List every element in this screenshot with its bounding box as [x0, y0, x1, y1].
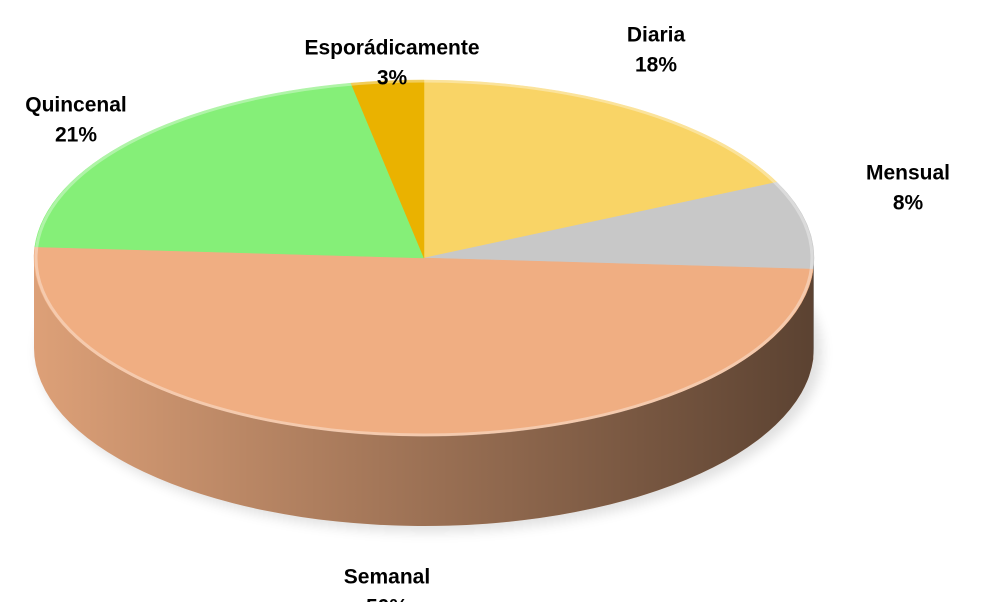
slice-label: Esporádicamente — [304, 37, 479, 60]
slice-value-label: 50% — [366, 596, 408, 602]
slice — [350, 79, 425, 259]
slice-label: Diaria — [627, 24, 686, 47]
side-shade — [34, 258, 814, 526]
slice-value-label: 21% — [55, 124, 97, 147]
rim-highlight — [34, 79, 814, 437]
slice-label: Mensual — [866, 162, 950, 185]
slice-value-label: 18% — [635, 54, 677, 77]
pie-sides — [34, 258, 814, 526]
slice-value-label: 8% — [893, 192, 924, 215]
slice — [423, 79, 778, 259]
slice-label: Quincenal — [25, 94, 127, 117]
slice — [423, 181, 815, 270]
slice-value-label: 3% — [377, 67, 408, 90]
slice — [33, 246, 814, 437]
pie-labels: Diaria 18% Mensual 8% Semanal 50% Quincenal 21%… — [25, 24, 950, 602]
pie-tops — [33, 79, 815, 437]
slice — [34, 82, 425, 259]
side-shade — [813, 258, 814, 360]
slice-label: Semanal — [344, 566, 430, 589]
